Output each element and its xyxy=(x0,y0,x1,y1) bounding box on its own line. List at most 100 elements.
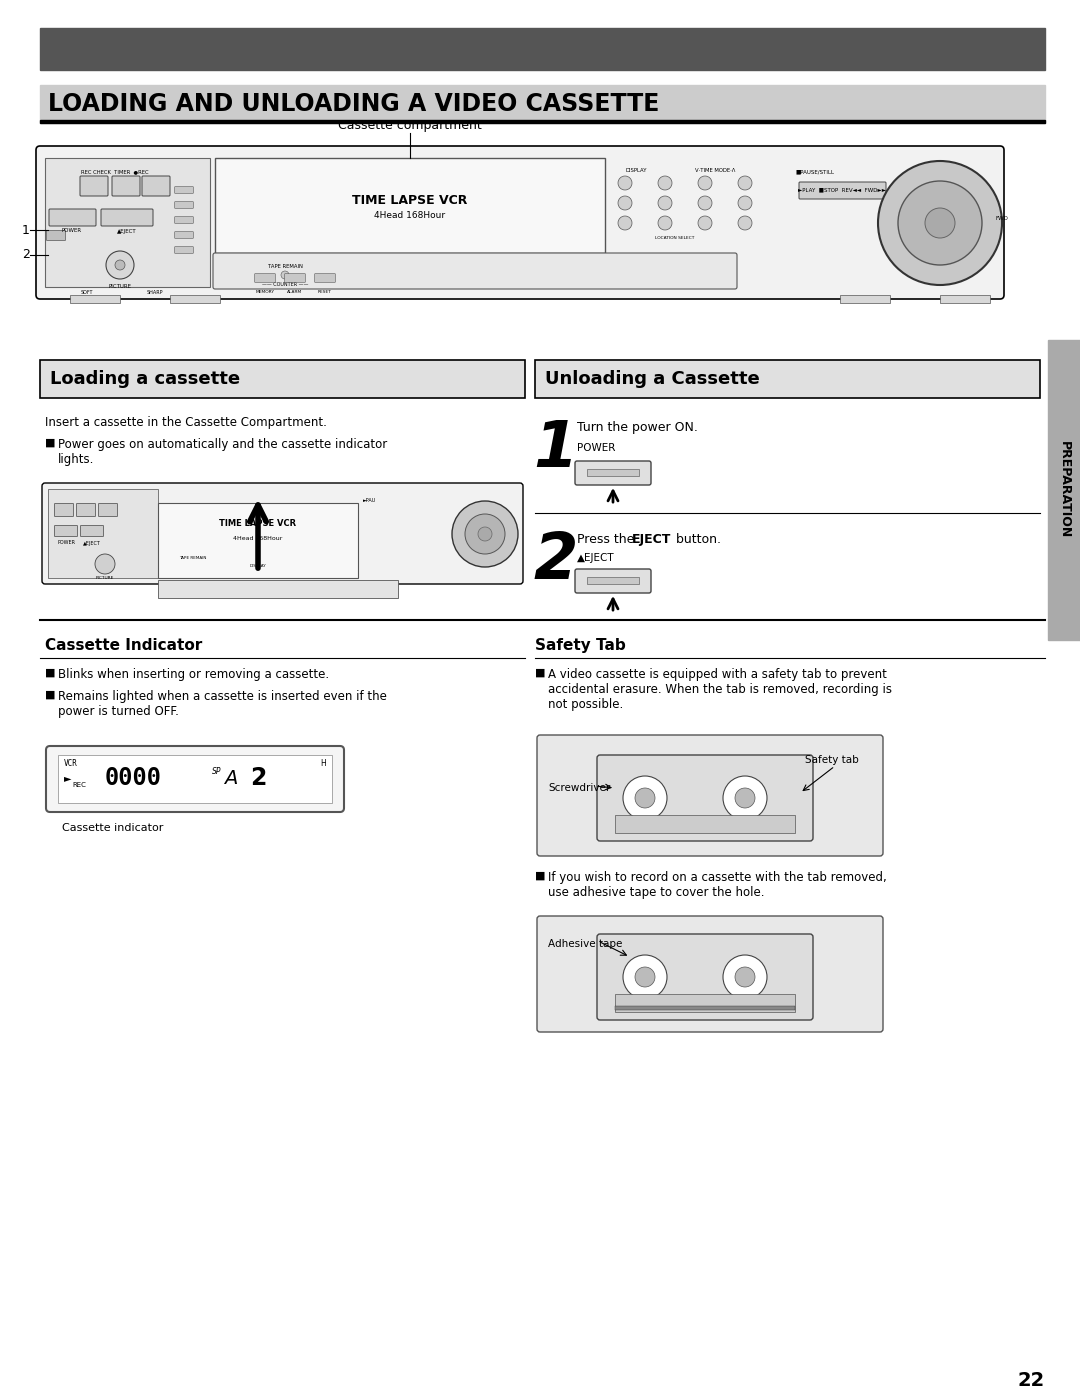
Text: ■: ■ xyxy=(45,690,55,700)
Circle shape xyxy=(735,788,755,807)
FancyBboxPatch shape xyxy=(102,210,153,226)
Text: Turn the power ON.: Turn the power ON. xyxy=(577,420,698,434)
Text: ■: ■ xyxy=(45,439,55,448)
Text: FWD: FWD xyxy=(995,215,1008,221)
Bar xyxy=(40,85,1045,123)
Text: PREPARATION: PREPARATION xyxy=(1057,441,1070,539)
FancyBboxPatch shape xyxy=(81,525,104,536)
Text: RESET: RESET xyxy=(319,291,332,293)
FancyBboxPatch shape xyxy=(213,253,737,289)
Circle shape xyxy=(738,196,752,210)
Text: Safety tab: Safety tab xyxy=(805,754,859,766)
Text: 4Head 168Hour: 4Head 168Hour xyxy=(233,535,283,541)
Text: 1: 1 xyxy=(22,224,30,236)
Circle shape xyxy=(635,788,654,807)
Bar xyxy=(1048,339,1080,640)
Text: 4Head 168Hour: 4Head 168Hour xyxy=(375,211,446,219)
Circle shape xyxy=(698,196,712,210)
Text: SP: SP xyxy=(212,767,221,777)
FancyBboxPatch shape xyxy=(46,231,66,240)
Bar xyxy=(48,489,158,578)
Text: 2: 2 xyxy=(22,249,30,261)
Text: VCR: VCR xyxy=(64,760,78,768)
Circle shape xyxy=(618,176,632,190)
Text: TAPE REMAIN: TAPE REMAIN xyxy=(268,264,302,270)
FancyBboxPatch shape xyxy=(42,483,523,584)
Text: Unloading a Cassette: Unloading a Cassette xyxy=(545,370,759,388)
Bar xyxy=(158,580,399,598)
Circle shape xyxy=(924,208,955,237)
Circle shape xyxy=(698,176,712,190)
FancyBboxPatch shape xyxy=(255,274,275,282)
FancyBboxPatch shape xyxy=(537,735,883,856)
Text: 1: 1 xyxy=(534,418,578,481)
Text: TAPE REMAIN: TAPE REMAIN xyxy=(179,556,206,560)
FancyBboxPatch shape xyxy=(285,274,306,282)
Text: If you wish to record on a cassette with the tab removed,
use adhesive tape to c: If you wish to record on a cassette with… xyxy=(548,870,887,900)
Bar xyxy=(58,754,332,803)
Text: Cassette Indicator: Cassette Indicator xyxy=(45,638,202,652)
Text: Loading a cassette: Loading a cassette xyxy=(50,370,240,388)
Text: MEMORY: MEMORY xyxy=(256,291,274,293)
Text: TIME LAPSE VCR: TIME LAPSE VCR xyxy=(219,520,297,528)
Bar xyxy=(170,295,220,303)
Text: PICTURE: PICTURE xyxy=(96,576,114,580)
Text: Remains lighted when a cassette is inserted even if the
power is turned OFF.: Remains lighted when a cassette is inser… xyxy=(58,690,387,718)
Circle shape xyxy=(738,217,752,231)
Bar xyxy=(40,28,1045,70)
FancyBboxPatch shape xyxy=(98,503,118,517)
FancyBboxPatch shape xyxy=(597,935,813,1020)
Text: V·TIME MODE·Λ: V·TIME MODE·Λ xyxy=(696,168,735,172)
FancyBboxPatch shape xyxy=(54,525,78,536)
FancyBboxPatch shape xyxy=(175,201,193,208)
Text: SHARP: SHARP xyxy=(147,291,163,296)
Text: EJECT: EJECT xyxy=(632,534,672,546)
Text: ■PAUSE/STILL: ■PAUSE/STILL xyxy=(796,169,835,175)
Circle shape xyxy=(878,161,1002,285)
Text: ▲EJECT: ▲EJECT xyxy=(118,229,137,233)
Text: 0000: 0000 xyxy=(105,766,162,789)
Text: Cassette indicator: Cassette indicator xyxy=(62,823,163,833)
Text: POWER: POWER xyxy=(57,541,75,545)
Text: button.: button. xyxy=(672,534,721,546)
FancyBboxPatch shape xyxy=(175,187,193,193)
Circle shape xyxy=(658,176,672,190)
Text: Insert a cassette in the Cassette Compartment.: Insert a cassette in the Cassette Compar… xyxy=(45,416,327,429)
Bar xyxy=(215,158,605,253)
Text: Power goes on automatically and the cassette indicator
lights.: Power goes on automatically and the cass… xyxy=(58,439,388,467)
FancyBboxPatch shape xyxy=(49,210,96,226)
Text: ►: ► xyxy=(64,773,71,782)
Text: POWER: POWER xyxy=(577,443,616,453)
Bar xyxy=(615,995,795,1011)
Circle shape xyxy=(635,967,654,988)
Text: PICTURE: PICTURE xyxy=(108,284,132,289)
FancyBboxPatch shape xyxy=(80,176,108,196)
Bar xyxy=(70,295,120,303)
Text: LOCATION SELECT: LOCATION SELECT xyxy=(656,236,694,240)
Text: Safety Tab: Safety Tab xyxy=(535,638,625,652)
FancyBboxPatch shape xyxy=(175,247,193,253)
Text: POWER: POWER xyxy=(62,229,82,233)
Circle shape xyxy=(478,527,492,541)
FancyBboxPatch shape xyxy=(46,746,345,812)
Text: REC: REC xyxy=(72,782,86,788)
Text: ALARM: ALARM xyxy=(287,291,302,293)
FancyBboxPatch shape xyxy=(77,503,95,517)
Text: ■: ■ xyxy=(45,668,55,678)
Circle shape xyxy=(698,217,712,231)
Circle shape xyxy=(106,251,134,279)
Text: A video cassette is equipped with a safety tab to prevent
accidental erasure. Wh: A video cassette is equipped with a safe… xyxy=(548,668,892,711)
FancyBboxPatch shape xyxy=(141,176,170,196)
Text: H: H xyxy=(320,760,326,768)
Text: 2: 2 xyxy=(534,529,578,592)
FancyBboxPatch shape xyxy=(175,217,193,224)
Circle shape xyxy=(723,956,767,999)
Circle shape xyxy=(623,956,667,999)
Text: 22: 22 xyxy=(1017,1370,1045,1390)
Circle shape xyxy=(114,260,125,270)
Bar xyxy=(615,1006,795,1010)
Text: LOADING AND UNLOADING A VIDEO CASSETTE: LOADING AND UNLOADING A VIDEO CASSETTE xyxy=(48,92,660,116)
Bar xyxy=(158,503,357,578)
Circle shape xyxy=(723,775,767,820)
Bar xyxy=(940,295,990,303)
